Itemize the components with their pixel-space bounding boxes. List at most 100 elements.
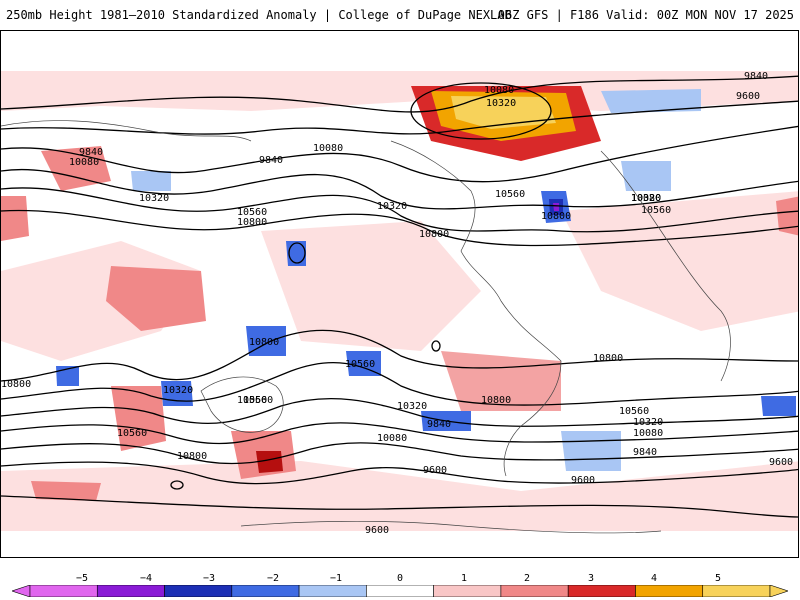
- colorbar-segment: [567, 585, 636, 597]
- coastline: [390, 140, 562, 477]
- anomaly-region: [1, 196, 29, 241]
- anomaly-region: [106, 266, 206, 331]
- colorbar-tick: −2: [266, 573, 280, 584]
- colorbar-segment: [702, 585, 771, 597]
- coastlines: [1, 120, 731, 534]
- anomaly-region: [131, 171, 171, 191]
- contour-label: 9840: [79, 147, 103, 158]
- contour-label: 10800: [177, 451, 207, 462]
- contour-label: 10320: [139, 193, 169, 204]
- contour-line: [1, 397, 798, 427]
- anomaly-region: [346, 351, 381, 376]
- contour-label: 10800: [541, 211, 571, 222]
- map-title: 250mb Height 1981–2010 Standardized Anom…: [6, 8, 512, 22]
- anomaly-region: [601, 89, 701, 113]
- colorbar-segment: [231, 585, 300, 597]
- colorbar-segment: [298, 585, 367, 597]
- contour-label: 10080: [377, 433, 407, 444]
- contour-line: [1, 361, 798, 406]
- contour-line: [1, 168, 798, 210]
- contour-label: 9840: [259, 155, 283, 166]
- contour-label: 10080: [631, 193, 661, 204]
- contour-label: 9600: [769, 457, 793, 468]
- colorbar-tick: 1: [460, 573, 468, 584]
- anomaly-region: [451, 96, 556, 129]
- map-canvas: 9840 9600 10080 10320 10560 10800 9840 1…: [1, 71, 798, 536]
- coastline: [600, 150, 731, 382]
- contour-line: [1, 187, 798, 233]
- anomaly-region: [31, 481, 101, 501]
- colorbar-segments: [29, 585, 771, 597]
- colorbar-tick: 0: [396, 573, 404, 584]
- coastline: [1, 120, 252, 142]
- contour-closed: [170, 480, 184, 490]
- contour-label: 10320: [377, 201, 407, 212]
- contour-label: 10320: [631, 193, 661, 204]
- contour-label: 10560: [641, 205, 671, 216]
- contour-label: 9600: [365, 525, 389, 536]
- anomaly-region: [261, 221, 481, 351]
- anomaly-region: [41, 146, 111, 191]
- contour-label: 10800: [593, 353, 623, 364]
- anomaly-region: [761, 396, 796, 416]
- colorbar-tick: −1: [329, 573, 343, 584]
- contour-label: 10320: [631, 193, 661, 204]
- contour-line: [1, 495, 798, 518]
- anomaly-region: [1, 461, 798, 531]
- colorbar-segment: [29, 585, 98, 597]
- contour-label: 10320: [633, 417, 663, 428]
- contour-label: 10800: [1, 379, 31, 390]
- contour-label: 9840: [744, 71, 768, 82]
- colorbar-tick: 2: [523, 573, 531, 584]
- contour-label: 10320: [486, 98, 516, 109]
- contour-label: 10560: [243, 395, 273, 406]
- contour-label: 10320: [163, 385, 193, 396]
- anomaly-region: [553, 203, 559, 211]
- colorbar-tick: −4: [139, 573, 153, 584]
- map-panel: 9840 9600 10080 10320 10560 10800 9840 1…: [0, 30, 799, 558]
- contour-line: [1, 75, 798, 113]
- colorbar-tick: 3: [587, 573, 595, 584]
- contour-line: [1, 461, 798, 485]
- contour-line: [1, 442, 798, 465]
- contour-labels: 9840 9600 10080 10320 10560 10800 9840 1…: [1, 71, 793, 536]
- anomaly-region: [56, 366, 79, 386]
- contour-line: [1, 209, 798, 247]
- colorbar-tick: −5: [75, 573, 89, 584]
- contour-label: 10560: [237, 207, 267, 218]
- contour-line: [1, 125, 798, 183]
- contour-label: 10800: [249, 337, 279, 348]
- colorbar-segment: [164, 585, 233, 597]
- contour-label: 10800: [419, 229, 449, 240]
- colorbar-tick: −3: [202, 573, 216, 584]
- contour-closed: [431, 340, 441, 352]
- contour-label: 10080: [484, 85, 514, 96]
- contour-label: 10560: [619, 406, 649, 417]
- colorbar-tick: 4: [650, 573, 658, 584]
- anomaly-region: [621, 161, 671, 191]
- colorbar-tip-left: [12, 585, 31, 597]
- anomaly-region: [776, 196, 798, 236]
- contour-closed: [410, 82, 552, 140]
- contour-label: 9600: [571, 475, 595, 486]
- colorbar-ticks: −5 −4 −3 −2 −1 0 1 2 3 4 5: [0, 573, 800, 585]
- contour-label: 10560: [237, 395, 267, 406]
- colorbar-segment: [366, 585, 434, 597]
- contour-label: 9840: [633, 447, 657, 458]
- coastline: [200, 376, 284, 433]
- contour-label: 10560: [345, 359, 375, 370]
- anomaly-region: [111, 386, 166, 451]
- colorbar: [12, 585, 788, 597]
- contour-label: 10800: [237, 217, 267, 228]
- colorbar-tip-right: [769, 585, 788, 597]
- contour-label: 10560: [117, 428, 147, 439]
- contour-label: 9600: [423, 465, 447, 476]
- colorbar-tick: 5: [714, 573, 722, 584]
- contour-label: 10080: [313, 143, 343, 154]
- contour-label: 9840: [427, 419, 451, 430]
- colorbar-segment: [500, 585, 569, 597]
- contour-closed: [288, 242, 306, 264]
- anomaly-fills: [1, 71, 798, 531]
- run-info: 06Z GFS | F186 Valid: 00Z MON NOV 17 202…: [497, 8, 794, 22]
- colorbar-segment: [635, 585, 704, 597]
